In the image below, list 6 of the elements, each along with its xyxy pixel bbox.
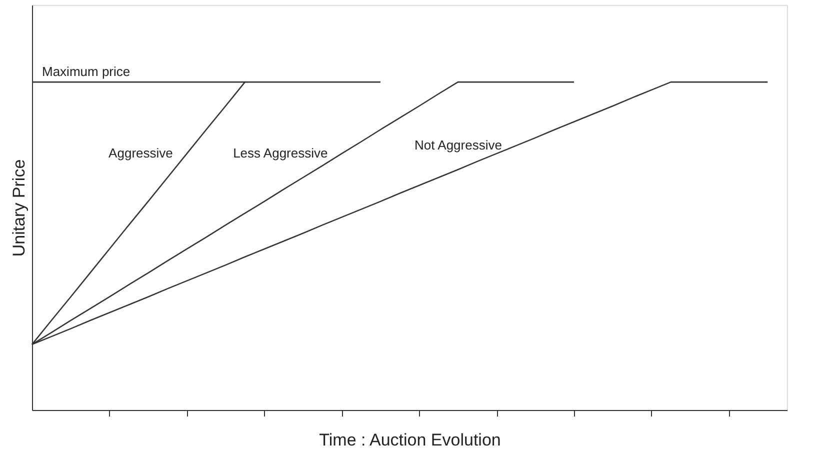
series-label: Maximum price	[42, 64, 130, 80]
x-axis-title: Time : Auction Evolution	[319, 430, 501, 450]
y-axis-title: Unitary Price	[10, 159, 28, 257]
series-label: Less Aggressive	[233, 146, 328, 161]
series-label: Not Aggressive	[414, 138, 502, 153]
series-label: Aggressive	[108, 146, 173, 161]
